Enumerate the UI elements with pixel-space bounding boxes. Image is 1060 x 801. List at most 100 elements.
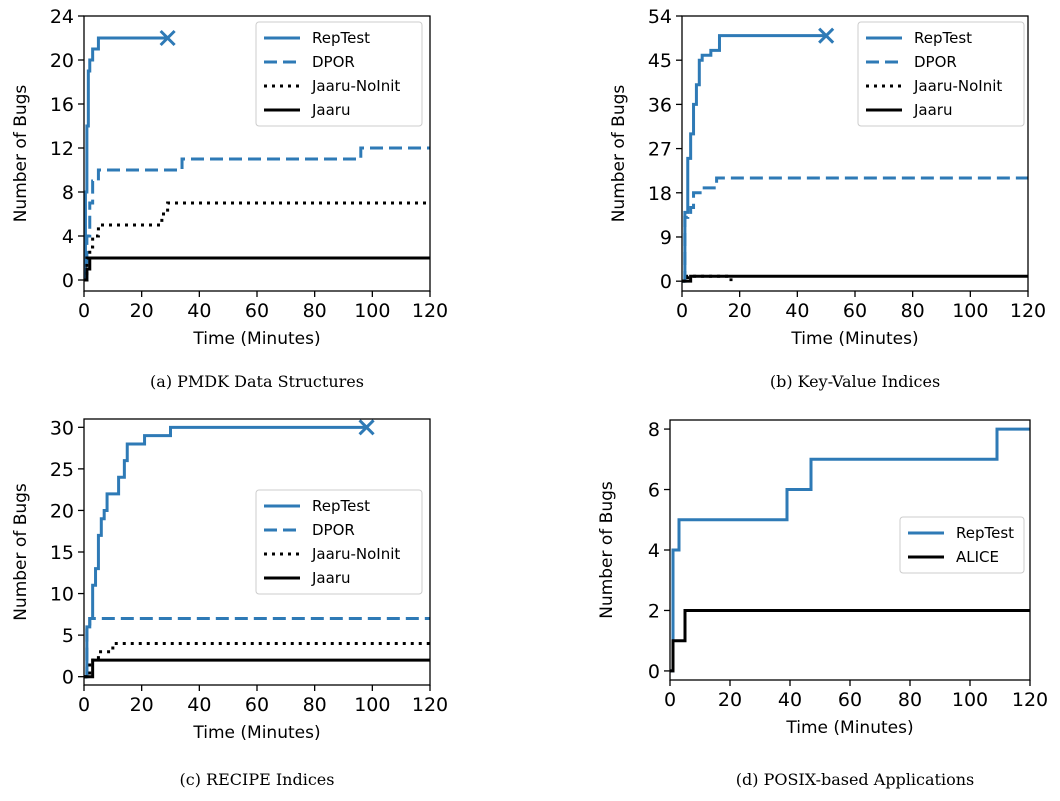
chart-d-svg: 0 20 40 60 80 100 120 0 2 4 6 8 Time (Minutes) Number… [597,419,1048,738]
series-line-d-alice [670,608,1030,673]
x-tick-label-c-20: 20 [130,694,154,716]
series-line-d-reptest [670,427,1030,673]
series-line-c-jaaru [84,658,430,679]
chart-a-svg: 0 20 40 60 80 100 120 0 4 8 12 16 20 24 Time (Minutes)… [11,6,448,349]
chart-panel-c: 0 20 40 60 80 100 120 0 5 10 15 20 25 30 Time (Minutes… [0,400,530,801]
y-axis-label-b: Number of Bugs [609,85,629,223]
legend-label-c-dpor: DPOR [312,521,355,539]
x-tick-label-c-80: 80 [303,694,327,716]
series-line-b-jaaru [682,274,1028,283]
x-tick-label-b-60: 60 [843,300,867,322]
legend-d: RepTest ALICE [899,516,1025,574]
x-tick-label-b-120: 120 [1010,300,1046,322]
x-tick-label-d-100: 100 [952,689,988,711]
legend-b: RepTest DPOR Jaaru-NoInit Jaaru [857,21,1025,127]
chart-panel-b: 0 20 40 60 80 100 120 0 9 18 27 36 45 54 Time (Minutes… [530,0,1060,400]
series-line-b-jaaru-noinit [682,274,733,283]
y-tick-label-d-6: 6 [648,480,660,502]
caption-d: (d) POSIX-based Applications [735,770,975,789]
y-tick-label-b-9: 9 [660,227,672,249]
legend-label-c-reptest: RepTest [312,497,370,515]
legend-label-a-dpor: DPOR [312,53,355,71]
x-tick-label-b-100: 100 [952,300,988,322]
legend-label-b-jaaru: Jaaru [913,101,952,119]
y-tick-label-a-4: 4 [62,226,74,248]
legend-label-a-jaaru: Jaaru [311,101,350,119]
series-group-a [83,29,430,282]
x-tick-label-b-0: 0 [676,300,688,322]
series-line-a-reptest [83,36,168,282]
y-tick-label-d-0: 0 [648,661,660,683]
y-tick-label-a-20: 20 [50,50,74,72]
legend-label-a-reptest: RepTest [312,29,370,47]
y-tick-label-c-0: 0 [62,667,74,689]
legend-box-d [899,516,1025,574]
y-tick-label-b-36: 36 [648,94,672,116]
legend-label-d-alice: ALICE [956,548,999,566]
y-tick-label-a-16: 16 [50,94,74,116]
x-tick-label-d-40: 40 [778,689,802,711]
y-tick-label-d-4: 4 [648,540,660,562]
y-tick-label-c-5: 5 [62,625,74,647]
chart-c-svg: 0 20 40 60 80 100 120 0 5 10 15 20 25 30 Time (Minutes… [11,417,448,743]
y-tick-label-c-30: 30 [50,417,74,439]
chart-panel-d: 0 20 40 60 80 100 120 0 2 4 6 8 Time (Minutes) Number… [530,400,1060,801]
legend-c: RepTest DPOR Jaaru-NoInit Jaaru [255,489,423,595]
caption-c: (c) RECIPE Indices [179,770,335,789]
y-axis-label-a: Number of Bugs [11,85,31,223]
caption-a: (a) PMDK Data Structures [150,372,364,391]
legend-label-b-reptest: RepTest [914,29,972,47]
y-tick-label-a-8: 8 [62,182,74,204]
y-tick-label-d-2: 2 [648,600,660,622]
legend-label-d-reptest: RepTest [956,524,1014,542]
x-tick-label-a-60: 60 [245,300,269,322]
x-axis-label-a: Time (Minutes) [192,329,320,349]
caption-b: (b) Key-Value Indices [769,372,941,391]
legend-label-c-jaaru: Jaaru [311,569,350,587]
y-axis-label-c: Number of Bugs [11,483,31,621]
x-tick-label-c-40: 40 [187,694,211,716]
x-tick-label-a-80: 80 [303,300,327,322]
y-tick-label-c-15: 15 [50,542,74,564]
series-line-a-jaaru-noinit [84,201,430,282]
x-tick-label-a-0: 0 [78,300,90,322]
chart-panel-a: 0 20 40 60 80 100 120 0 4 8 12 16 20 24 Time (Minutes)… [0,0,530,400]
x-axis-label-d: Time (Minutes) [785,718,913,738]
x-tick-label-b-40: 40 [785,300,809,322]
series-line-c-dpor [84,617,430,679]
x-tick-label-b-80: 80 [901,300,925,322]
x-tick-label-d-20: 20 [718,689,742,711]
end-marker-b [818,27,835,44]
series-line-b-dpor [682,176,1028,283]
y-tick-label-c-10: 10 [50,584,74,606]
end-marker-a [159,29,176,47]
legend-a: RepTest DPOR Jaaru-NoInit Jaaru [255,21,423,127]
x-tick-label-d-80: 80 [898,689,922,711]
x-tick-label-c-60: 60 [245,694,269,716]
series-line-c-jaaru-noinit [84,641,430,679]
legend-label-a-jaaru-noinit: Jaaru-NoInit [311,77,400,95]
y-tick-label-b-18: 18 [648,183,672,205]
x-axis-label-b: Time (Minutes) [790,329,918,349]
legend-label-c-jaaru-noinit: Jaaru-NoInit [311,545,400,563]
x-tick-label-c-100: 100 [354,694,390,716]
x-tick-label-a-40: 40 [187,300,211,322]
x-tick-label-a-120: 120 [412,300,448,322]
y-axis-label-d: Number of Bugs [597,481,617,619]
chart-b-svg: 0 20 40 60 80 100 120 0 9 18 27 36 45 54 Time (Minutes… [609,6,1046,349]
series-group-b [682,27,1028,283]
x-tick-label-d-60: 60 [838,689,862,711]
legend-box-a [255,21,423,127]
legend-box-c [255,489,423,595]
series-line-a-jaaru [84,256,430,282]
x-tick-label-d-120: 120 [1012,689,1048,711]
x-tick-label-c-120: 120 [412,694,448,716]
series-group-d [670,427,1030,673]
y-tick-label-d-8: 8 [648,419,660,441]
y-tick-label-c-20: 20 [50,500,74,522]
x-tick-label-a-20: 20 [130,300,154,322]
y-tick-label-a-0: 0 [62,270,74,292]
series-line-b-reptest [682,34,827,283]
legend-label-b-jaaru-noinit: Jaaru-NoInit [913,77,1002,95]
